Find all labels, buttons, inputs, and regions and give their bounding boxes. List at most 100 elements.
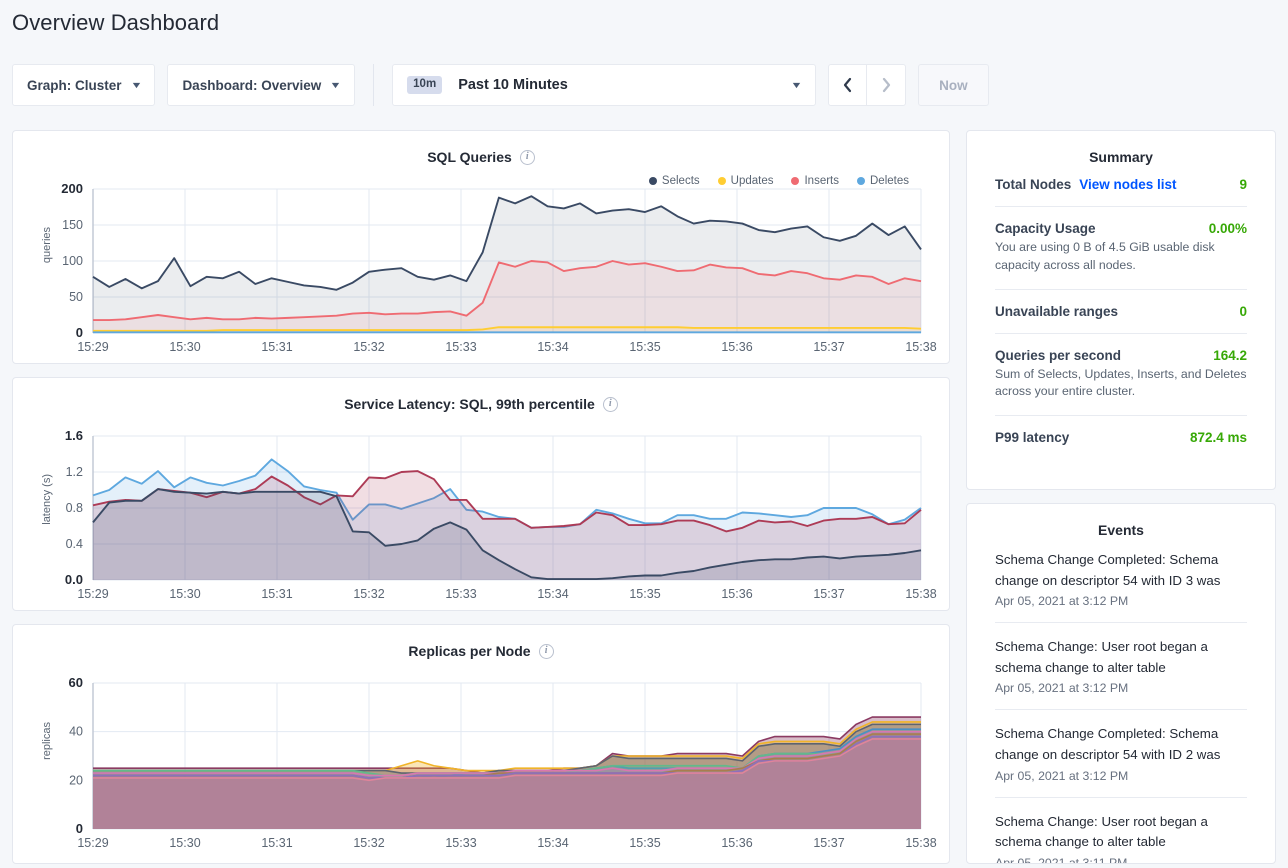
legend-item[interactable]: Selects — [648, 175, 700, 187]
chart-plot-area[interactable]: 0.0 0.4 0.8 1.2 1.6 15:29 15:30 15:31 15:32 15:33… — [13, 378, 949, 610]
capacity-description: You are using 0 B of 4.5 GiB usable disk… — [995, 240, 1215, 272]
list-item[interactable]: Schema Change Completed: Schema change o… — [967, 724, 1275, 782]
chart-title-text: Service Latency: SQL, 99th percentile — [344, 396, 595, 412]
legend-item[interactable]: Updates — [717, 175, 774, 187]
prev-time-button[interactable] — [828, 64, 868, 106]
chart-title-text: SQL Queries — [427, 149, 512, 165]
x-axis-tick-label: 15:30 — [169, 340, 200, 354]
p99-latency-value: 872.4 ms — [1189, 430, 1247, 446]
chart-plot-area[interactable]: 0 50 100 150 200 15:29 15:30 15:31 15:32 15:33 15:… — [13, 131, 949, 363]
legend-label: Selects — [661, 175, 700, 187]
y-axis-label: replicas — [41, 722, 53, 760]
x-axis-tick-label: 15:30 — [169, 587, 200, 601]
summary-row-capacity: Capacity Usage 0.00% You are using 0 B o… — [967, 221, 1275, 275]
summary-panel: Summary Total Nodes View nodes list 9 Ca… — [966, 130, 1276, 490]
time-range-selector[interactable]: 10m Past 10 Minutes ▼ — [392, 64, 817, 106]
event-text: Schema Change: User root began a schema … — [995, 639, 1208, 675]
now-button[interactable]: Now — [918, 64, 989, 106]
time-range-label: Past 10 Minutes — [458, 77, 568, 93]
x-axis-tick-label: 15:35 — [629, 587, 660, 601]
graph-selector-label: Graph: Cluster — [27, 77, 122, 93]
x-axis-tick-label: 15:37 — [813, 587, 844, 601]
total-nodes-value: 9 — [1239, 177, 1247, 192]
series-area — [93, 721, 921, 829]
legend-swatch — [791, 177, 800, 185]
x-axis-tick-label: 15:33 — [445, 340, 476, 354]
y-axis-tick-label: 1.6 — [65, 428, 83, 443]
info-icon[interactable]: i — [538, 643, 554, 659]
x-axis-tick-label: 15:31 — [261, 836, 292, 850]
chart-legend: Selects Updates Inserts Deletes — [648, 175, 909, 187]
x-axis-tick-label: 15:29 — [77, 587, 108, 601]
dashboard-selector[interactable]: Dashboard: Overview ▼ — [167, 64, 356, 106]
y-axis-tick-label: 50 — [69, 290, 83, 304]
next-time-button[interactable] — [867, 64, 907, 106]
y-axis-tick-label: 0 — [76, 821, 83, 836]
capacity-label: Capacity Usage — [995, 221, 1096, 236]
unavailable-ranges-value: 0 — [1239, 303, 1247, 319]
legend-label: Updates — [730, 175, 774, 187]
x-axis-tick-label: 15:34 — [537, 836, 568, 850]
x-axis-tick-label: 15:29 — [77, 340, 108, 354]
qps-value: 164.2 — [1213, 347, 1247, 363]
summary-row-unavailable-ranges: Unavailable ranges 0 — [967, 304, 1275, 319]
page-title: Overview Dashboard — [12, 10, 220, 35]
event-text: Schema Change: User root began a schema … — [995, 813, 1208, 850]
legend-item[interactable]: Inserts — [791, 175, 839, 187]
chart-svg: 0.0 0.4 0.8 1.2 1.6 15:29 15:30 15:31 15:32 15:33… — [65, 428, 937, 601]
y-axis-tick-label: 60 — [69, 675, 83, 690]
series-line — [92, 195, 922, 291]
series-area — [93, 489, 921, 580]
chart-plot-area[interactable]: 0 20 40 60 15:29 15:30 15:31 15:32 15:33 15:34 15:… — [13, 625, 949, 863]
series-area — [93, 731, 921, 829]
summary-row-total-nodes: Total Nodes View nodes list 9 — [967, 177, 1275, 192]
series-line — [92, 488, 922, 581]
series-area — [93, 731, 921, 829]
divider — [995, 288, 1247, 290]
info-icon[interactable]: i — [602, 396, 618, 412]
unavailable-ranges-label: Unavailable ranges — [995, 303, 1119, 319]
list-item[interactable]: Schema Change: User root began a schema … — [967, 637, 1275, 695]
legend-label: Deletes — [870, 175, 909, 187]
x-axis-tick-label: 15:31 — [261, 340, 292, 354]
view-nodes-list-link[interactable]: View nodes list — [1079, 177, 1177, 192]
x-axis-tick-label: 15:37 — [813, 340, 844, 354]
qps-label: Queries per second — [995, 347, 1122, 363]
divider — [995, 206, 1247, 207]
graph-selector[interactable]: Graph: Cluster ▼ — [12, 64, 156, 106]
legend-item[interactable]: Deletes — [857, 175, 909, 187]
x-axis-tick-label: 15:38 — [905, 340, 936, 354]
summary-row-qps: Queries per second 164.2 Sum of Selects,… — [967, 348, 1275, 402]
toolbar: Graph: Cluster ▼ Dashboard: Overview ▼ 1… — [12, 64, 989, 106]
y-axis-tick-label: 200 — [61, 181, 83, 196]
y-axis-tick-label: 20 — [69, 773, 83, 787]
info-icon[interactable]: i — [519, 149, 535, 165]
x-axis-tick-label: 15:37 — [813, 836, 844, 850]
x-axis-tick-label: 15:31 — [261, 587, 292, 601]
list-item[interactable]: Schema Change: User root began a schema … — [967, 812, 1275, 863]
x-axis-tick-label: 15:32 — [353, 836, 384, 850]
series-area — [93, 734, 921, 829]
x-axis-tick-label: 15:38 — [905, 587, 936, 601]
series-area — [93, 261, 921, 333]
list-item[interactable]: Schema Change Completed: Schema change o… — [967, 550, 1275, 608]
series-area — [93, 729, 921, 829]
x-axis-tick-label: 15:38 — [905, 836, 936, 850]
series-line — [93, 738, 921, 782]
summary-row-p99: P99 latency 872.4 ms — [967, 430, 1275, 445]
events-title: Events — [1098, 522, 1144, 538]
series-area — [93, 738, 921, 829]
y-axis-tick-label: 150 — [62, 218, 83, 232]
time-nav-arrows — [828, 64, 907, 106]
series-line — [93, 326, 922, 332]
y-axis-label: queries — [41, 227, 53, 264]
chart-card-sql-queries: SQL Queries i Selects Updates Inserts Delet… — [12, 130, 950, 364]
x-axis-tick-label: 15:34 — [537, 587, 568, 601]
x-axis-tick-label: 15:35 — [629, 836, 660, 850]
legend-swatch — [648, 177, 657, 185]
chart-card-replicas-per-node: Replicas per Node i 0 20 40 60 15:29 15:30 15:… — [12, 624, 950, 864]
time-range-pill: 10m — [407, 76, 443, 94]
series-area — [93, 471, 921, 580]
y-axis-tick-label: 40 — [69, 725, 83, 739]
